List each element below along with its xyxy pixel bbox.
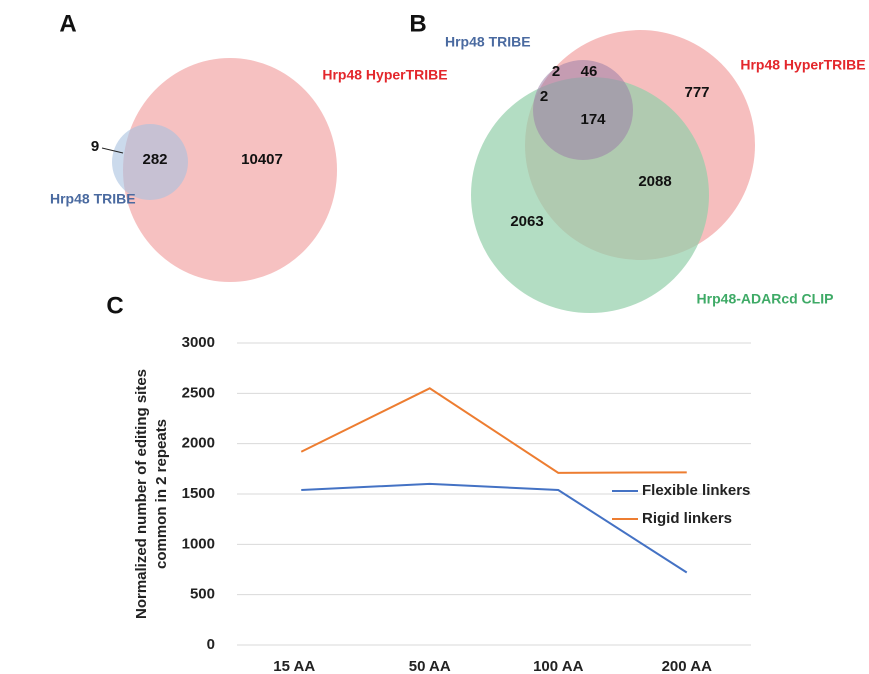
region-count: 46 bbox=[581, 63, 598, 80]
panel-label: B bbox=[409, 10, 426, 37]
panel-label: C bbox=[106, 292, 123, 319]
series-line bbox=[300, 387, 687, 474]
region-count: 282 bbox=[142, 151, 167, 168]
set-label: Hrp48-ADARcd CLIP bbox=[697, 291, 834, 307]
x-tick-label: 200 AA bbox=[662, 658, 712, 674]
set-circle bbox=[471, 77, 709, 313]
legend-label: Flexible linkers bbox=[642, 482, 750, 499]
region-count: 10407 bbox=[241, 151, 283, 168]
x-tick-label: 100 AA bbox=[533, 658, 583, 674]
set-label: Hrp48 TRIBE bbox=[50, 191, 136, 207]
set-label: Hrp48 HyperTRIBE bbox=[322, 67, 447, 83]
leader-line bbox=[101, 147, 124, 154]
y-tick-label: 3000 bbox=[182, 334, 215, 351]
region-count: 2063 bbox=[510, 213, 543, 230]
set-circle bbox=[123, 58, 337, 282]
legend-label: Rigid linkers bbox=[642, 510, 732, 527]
set-label: Hrp48 TRIBE bbox=[445, 34, 531, 50]
region-count: 2 bbox=[540, 88, 548, 105]
x-tick-label: 15 AA bbox=[273, 658, 315, 674]
region-count: 2 bbox=[552, 63, 560, 80]
y-tick-label: 2500 bbox=[182, 384, 215, 401]
y-axis-label: Normalized number of editing sites bbox=[133, 369, 150, 619]
panel-label: A bbox=[59, 10, 76, 37]
x-tick-label: 50 AA bbox=[409, 658, 451, 674]
region-count: 174 bbox=[580, 111, 606, 128]
set-circle bbox=[112, 124, 188, 200]
region-count: 2088 bbox=[638, 173, 671, 190]
y-tick-label: 0 bbox=[207, 636, 215, 653]
y-tick-label: 1000 bbox=[182, 535, 215, 552]
series-line bbox=[301, 482, 688, 574]
y-axis-label: common in 2 repeats bbox=[153, 419, 170, 569]
set-label: Hrp48 HyperTRIBE bbox=[740, 57, 865, 73]
region-count: 9 bbox=[91, 138, 99, 155]
y-tick-label: 2000 bbox=[182, 435, 215, 452]
y-tick-label: 500 bbox=[190, 586, 215, 603]
y-tick-label: 1500 bbox=[182, 485, 215, 502]
set-circle bbox=[533, 60, 633, 160]
region-count: 777 bbox=[684, 84, 709, 101]
